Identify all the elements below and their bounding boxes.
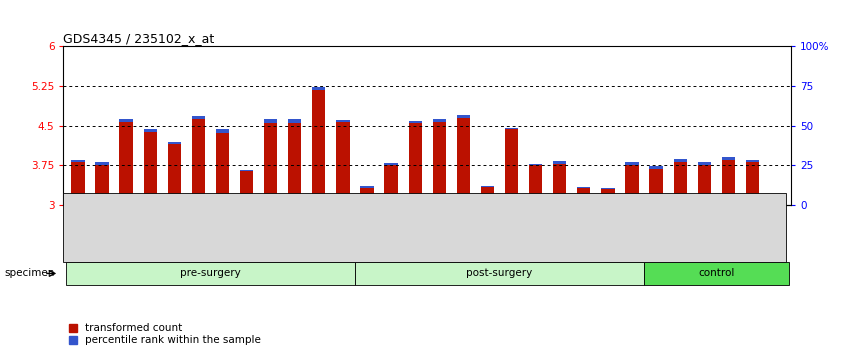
Bar — [119, 119, 133, 122]
Bar — [384, 166, 398, 205]
Bar — [264, 123, 277, 205]
Bar — [505, 130, 518, 205]
Bar — [770, 198, 783, 200]
Bar — [336, 120, 349, 122]
Bar — [602, 189, 614, 205]
Bar — [529, 164, 542, 166]
Bar — [650, 169, 662, 205]
Bar — [360, 188, 374, 205]
Bar — [481, 186, 494, 187]
Bar — [529, 166, 542, 205]
Bar — [577, 187, 591, 188]
Bar — [240, 171, 253, 205]
Bar — [96, 165, 108, 205]
Bar — [192, 119, 205, 205]
Text: control: control — [698, 268, 734, 279]
Legend: transformed count, percentile rank within the sample: transformed count, percentile rank withi… — [69, 323, 261, 345]
Bar — [746, 160, 759, 162]
Text: pre-surgery: pre-surgery — [180, 268, 241, 279]
Bar — [71, 162, 85, 205]
Bar — [625, 166, 639, 205]
Bar — [144, 129, 157, 132]
Bar — [673, 159, 687, 162]
Bar — [698, 166, 711, 205]
Bar — [673, 162, 687, 205]
Bar — [216, 132, 229, 205]
Bar — [457, 114, 470, 118]
Bar — [360, 185, 374, 188]
Bar — [240, 170, 253, 171]
Bar — [216, 130, 229, 132]
Bar — [355, 262, 644, 285]
Bar — [288, 123, 301, 205]
Bar — [553, 161, 566, 164]
Bar — [336, 122, 349, 205]
Bar — [602, 188, 614, 189]
Bar — [432, 119, 446, 122]
Bar — [722, 160, 735, 205]
Bar — [505, 128, 518, 130]
Bar — [168, 142, 181, 144]
Bar — [746, 162, 759, 205]
Bar — [722, 157, 735, 160]
Bar — [432, 122, 446, 205]
Bar — [66, 262, 355, 285]
Bar — [481, 187, 494, 205]
Bar — [650, 166, 662, 169]
Bar — [144, 132, 157, 205]
Bar — [553, 164, 566, 205]
Bar — [312, 90, 326, 205]
Bar — [288, 119, 301, 123]
Bar — [698, 162, 711, 166]
Text: post-surgery: post-surgery — [466, 268, 533, 279]
Bar — [457, 118, 470, 205]
Bar — [168, 144, 181, 205]
Bar — [409, 123, 422, 205]
Bar — [577, 188, 591, 205]
Bar — [96, 162, 108, 165]
Bar — [119, 122, 133, 205]
Bar — [384, 163, 398, 166]
Bar — [71, 160, 85, 162]
Bar — [409, 121, 422, 123]
Text: specimen: specimen — [4, 268, 55, 279]
Bar — [264, 119, 277, 123]
Bar — [770, 200, 783, 205]
Bar — [625, 162, 639, 166]
Bar — [192, 116, 205, 119]
Bar — [644, 262, 788, 285]
Text: GDS4345 / 235102_x_at: GDS4345 / 235102_x_at — [63, 33, 215, 45]
Bar — [312, 87, 326, 90]
